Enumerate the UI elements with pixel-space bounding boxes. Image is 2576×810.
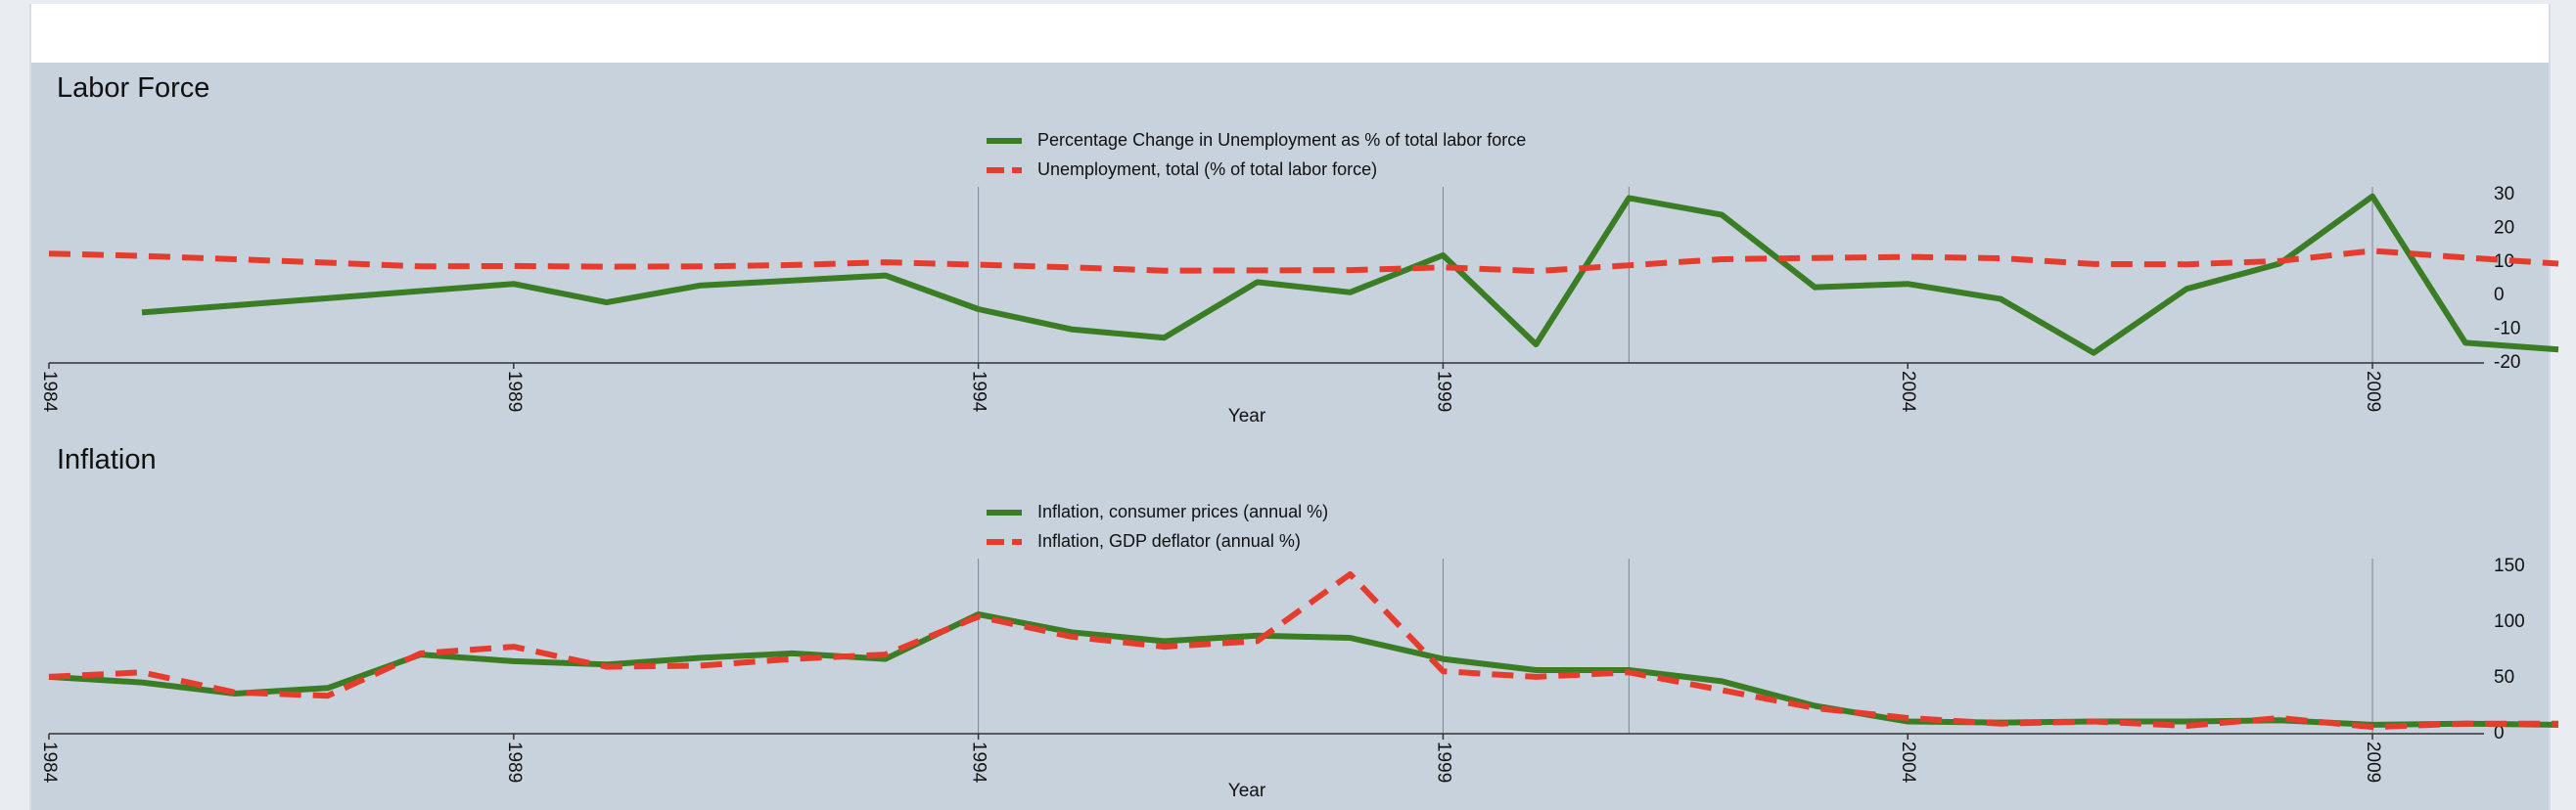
x-tick-label: 2004 <box>1898 371 1918 413</box>
y-tick-label: 0 <box>2494 285 2505 305</box>
labor-force-panel: Labor Force 1984 1989 1994 1999 2004 2009 Year… <box>31 63 2559 434</box>
panel-title: Inflation <box>57 444 157 475</box>
y-tick-label: 10 <box>2494 251 2514 272</box>
y-tick-label: -10 <box>2494 319 2520 339</box>
x-tick-label: 1994 <box>969 742 989 784</box>
x-tick-label: 1999 <box>1433 742 1453 783</box>
x-axis-title: Year <box>1228 781 1266 801</box>
x-tick-label: 1999 <box>1433 371 1453 412</box>
chart-frame: Labor Force 1984 1989 1994 1999 2004 2009 Year… <box>29 4 2559 810</box>
legend-entry-label: Percentage Change in Unemployment as % o… <box>1037 130 1526 150</box>
y-tick-label: 30 <box>2494 184 2514 204</box>
x-tick-label: 1984 <box>39 742 60 784</box>
legend-entry-label: Inflation, consumer prices (annual %) <box>1037 502 1328 521</box>
x-tick-label: 1989 <box>504 742 525 783</box>
labor-force-chart: 1984 1989 1994 1999 2004 2009 Year 30 20 10 0 -10 -2… <box>39 130 2559 427</box>
legend-entry-label: Inflation, GDP deflator (annual %) <box>1037 531 1301 551</box>
x-tick-label: 1994 <box>969 371 989 413</box>
x-tick-label: 1989 <box>504 371 525 412</box>
series-line-dashed <box>48 571 2558 731</box>
series-line-dashed <box>48 248 2559 275</box>
y-tick-label: 20 <box>2494 217 2514 238</box>
y-tick-label: 100 <box>2494 611 2525 632</box>
x-tick-label: 1984 <box>39 371 60 413</box>
series-line-solid <box>48 611 2559 728</box>
series-line-solid <box>141 193 2559 356</box>
x-tick-label: 2009 <box>2363 742 2383 783</box>
inflation-chart: 1984 1989 1994 1999 2004 2009 Year 150 100 50 0 Inf… <box>39 502 2559 801</box>
x-tick-label: 2009 <box>2363 371 2383 412</box>
y-tick-label: 50 <box>2494 667 2514 688</box>
y-tick-label: 150 <box>2494 556 2525 576</box>
y-tick-label: 0 <box>2494 723 2505 743</box>
y-tick-label: -20 <box>2494 352 2520 373</box>
panel-title: Labor Force <box>57 72 210 104</box>
x-tick-label: 2004 <box>1898 742 1918 784</box>
legend-entry-label: Unemployment, total (% of total labor fo… <box>1037 159 1377 179</box>
top-white-bar <box>31 4 2549 63</box>
inflation-panel: Inflation 1984 1989 1994 1999 2004 2009 Year 15… <box>31 434 2559 810</box>
x-axis-title: Year <box>1228 406 1266 427</box>
